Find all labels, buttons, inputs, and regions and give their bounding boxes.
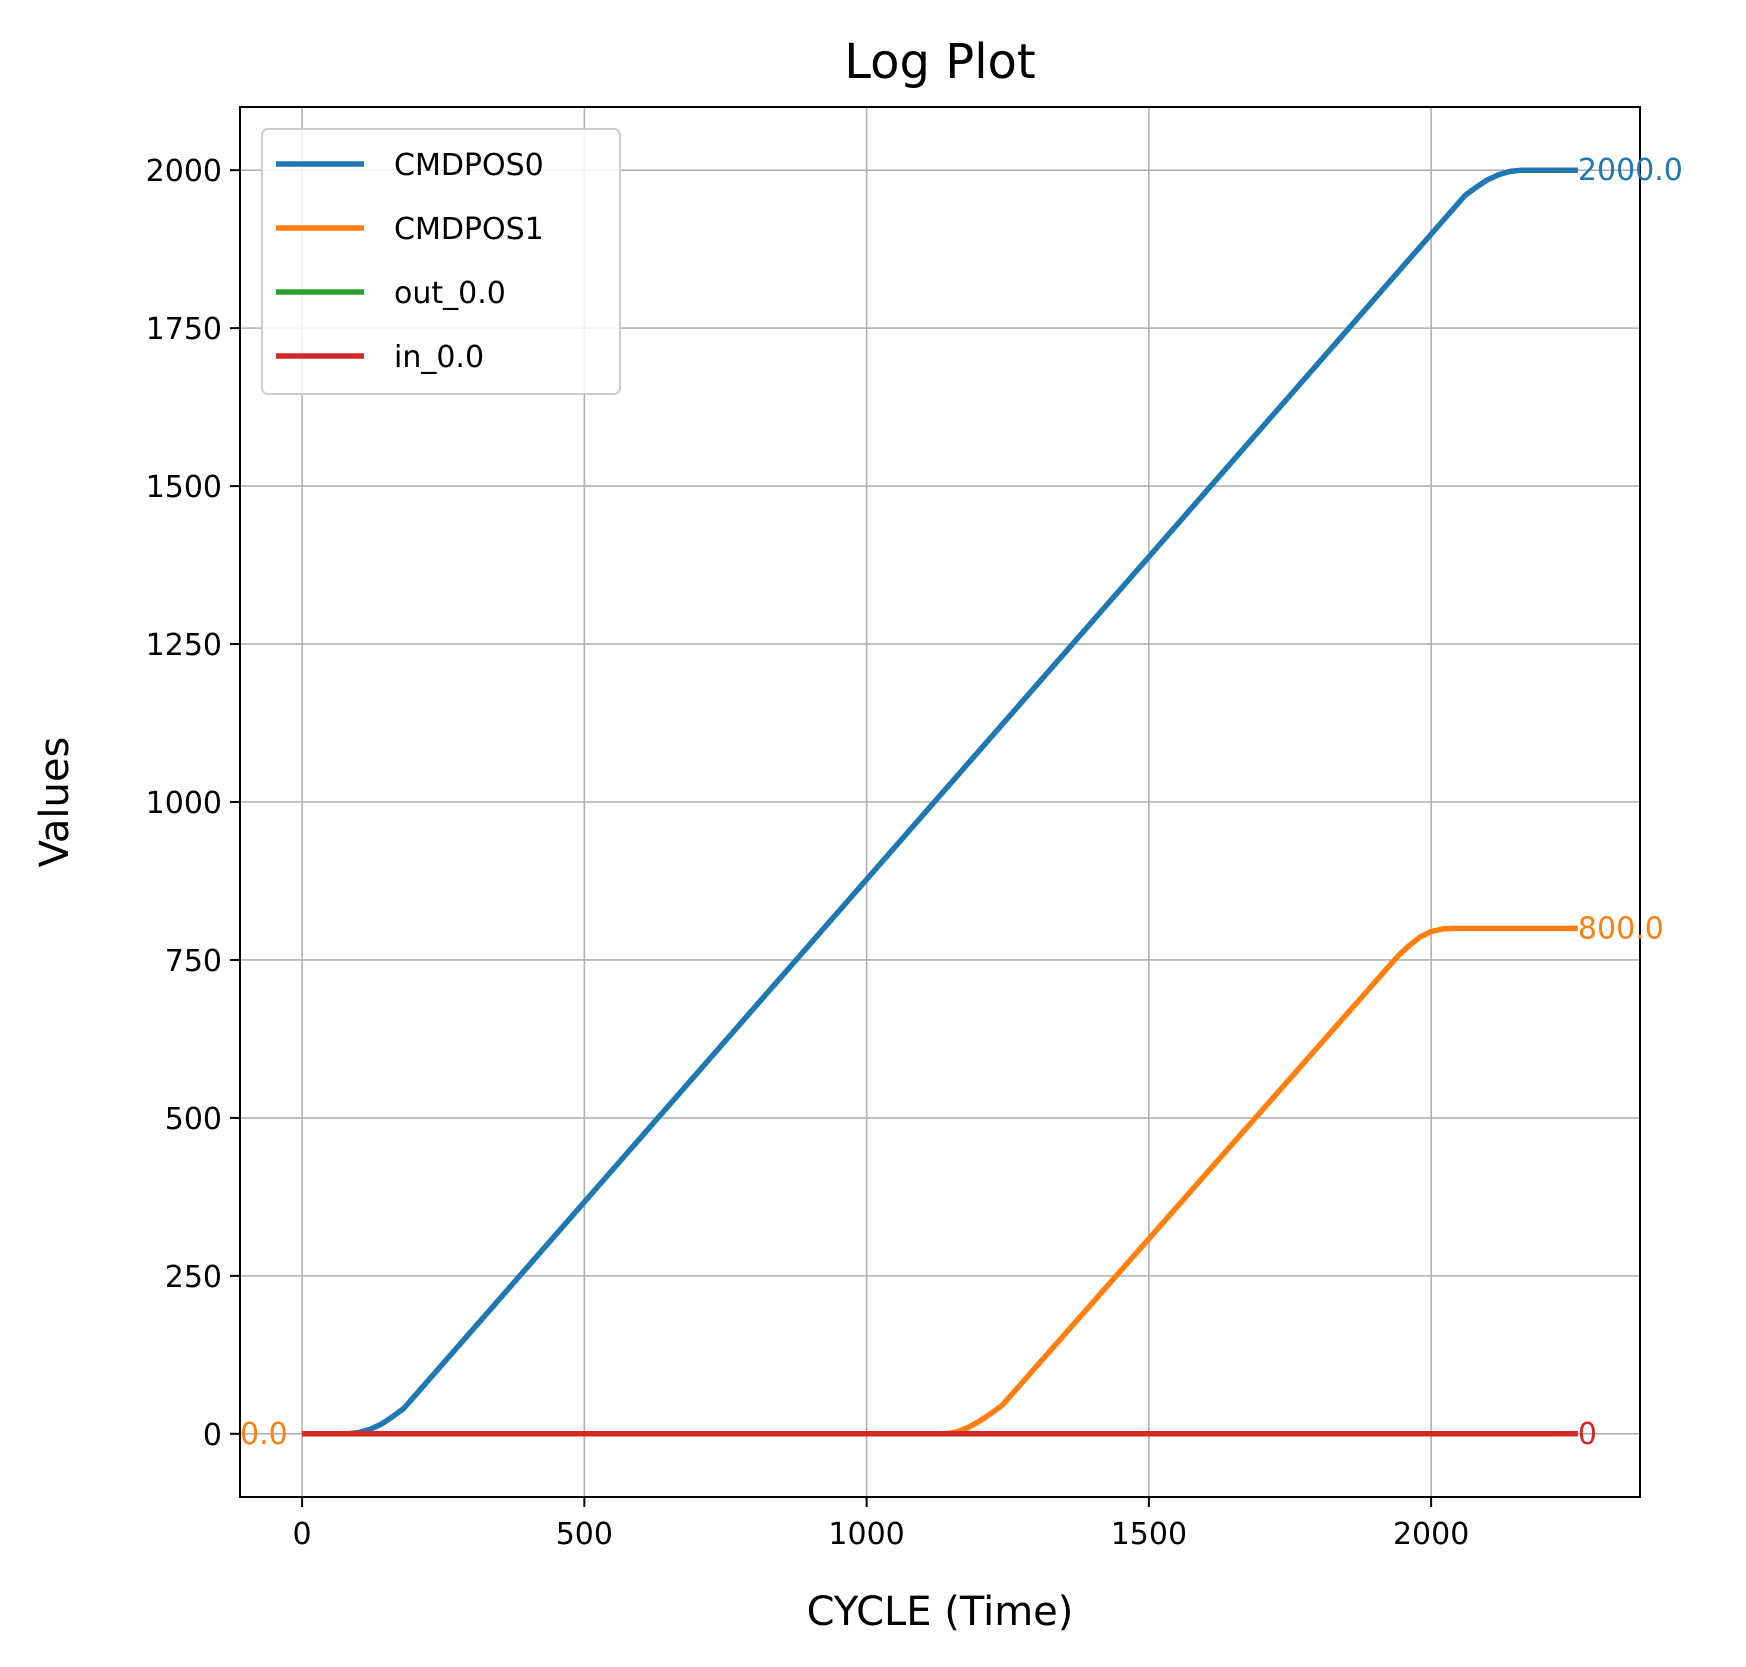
y-tick-label: 500 (165, 1102, 222, 1137)
y-tick-label: 250 (165, 1260, 222, 1295)
x-tick-label: 2000 (1393, 1517, 1469, 1552)
y-tick-label: 1750 (146, 312, 222, 347)
x-tick-label: 500 (556, 1517, 613, 1552)
legend-label: CMDPOS1 (394, 212, 544, 247)
y-tick-label: 1250 (146, 628, 222, 663)
y-tick-label: 1500 (146, 470, 222, 505)
legend-label: CMDPOS0 (394, 148, 544, 183)
y-axis-label: Values (32, 737, 78, 868)
y-tick-label: 0 (203, 1418, 222, 1453)
y-tick-label: 2000 (146, 154, 222, 189)
end-value-label: 0.0 (240, 1417, 288, 1452)
y-tick-label: 750 (165, 944, 222, 979)
chart-title: Log Plot (844, 34, 1035, 90)
end-value-label: 2000.0 (1578, 153, 1683, 188)
x-tick-label: 1500 (1111, 1517, 1187, 1552)
legend: CMDPOS0 CMDPOS1 out_0.0 in_0.0 (261, 128, 621, 395)
y-tick-label: 1000 (146, 786, 222, 821)
x-tick-label: 0 (293, 1517, 312, 1552)
legend-label: out_0.0 (394, 276, 506, 311)
series-lines (302, 167, 1578, 1437)
axis-ticks: 0 500 1000 1500 2000 0 250 500 750 1000 1250 1500 17… (146, 154, 1470, 1552)
legend-box (261, 128, 621, 395)
end-value-label: 0 (1578, 1417, 1597, 1452)
end-value-annotations: 2000.0 800.0 0.0 0 (240, 153, 1683, 1452)
legend-label: in_0.0 (394, 340, 484, 375)
x-tick-label: 1000 (828, 1517, 904, 1552)
grid (240, 107, 1640, 1497)
end-value-label: 800.0 (1578, 911, 1664, 946)
x-axis-label: CYCLE (Time) (807, 1589, 1074, 1635)
